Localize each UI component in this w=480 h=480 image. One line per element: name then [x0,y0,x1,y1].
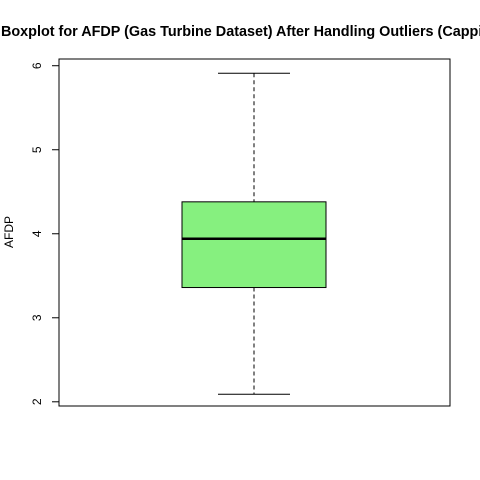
y-tick-label: 5 [30,146,44,153]
y-tick-label: 2 [30,398,44,405]
y-axis-label: AFDP [2,216,16,248]
interquartile-box [181,201,327,289]
y-axis-ticks: 2 3 4 5 6 [30,62,59,405]
y-tick-label: 6 [30,62,44,69]
chart-title: Boxplot for AFDP (Gas Turbine Dataset) A… [1,24,480,40]
y-tick-label: 4 [30,230,44,237]
boxplot-group [181,72,327,395]
y-tick-label: 3 [30,314,44,321]
